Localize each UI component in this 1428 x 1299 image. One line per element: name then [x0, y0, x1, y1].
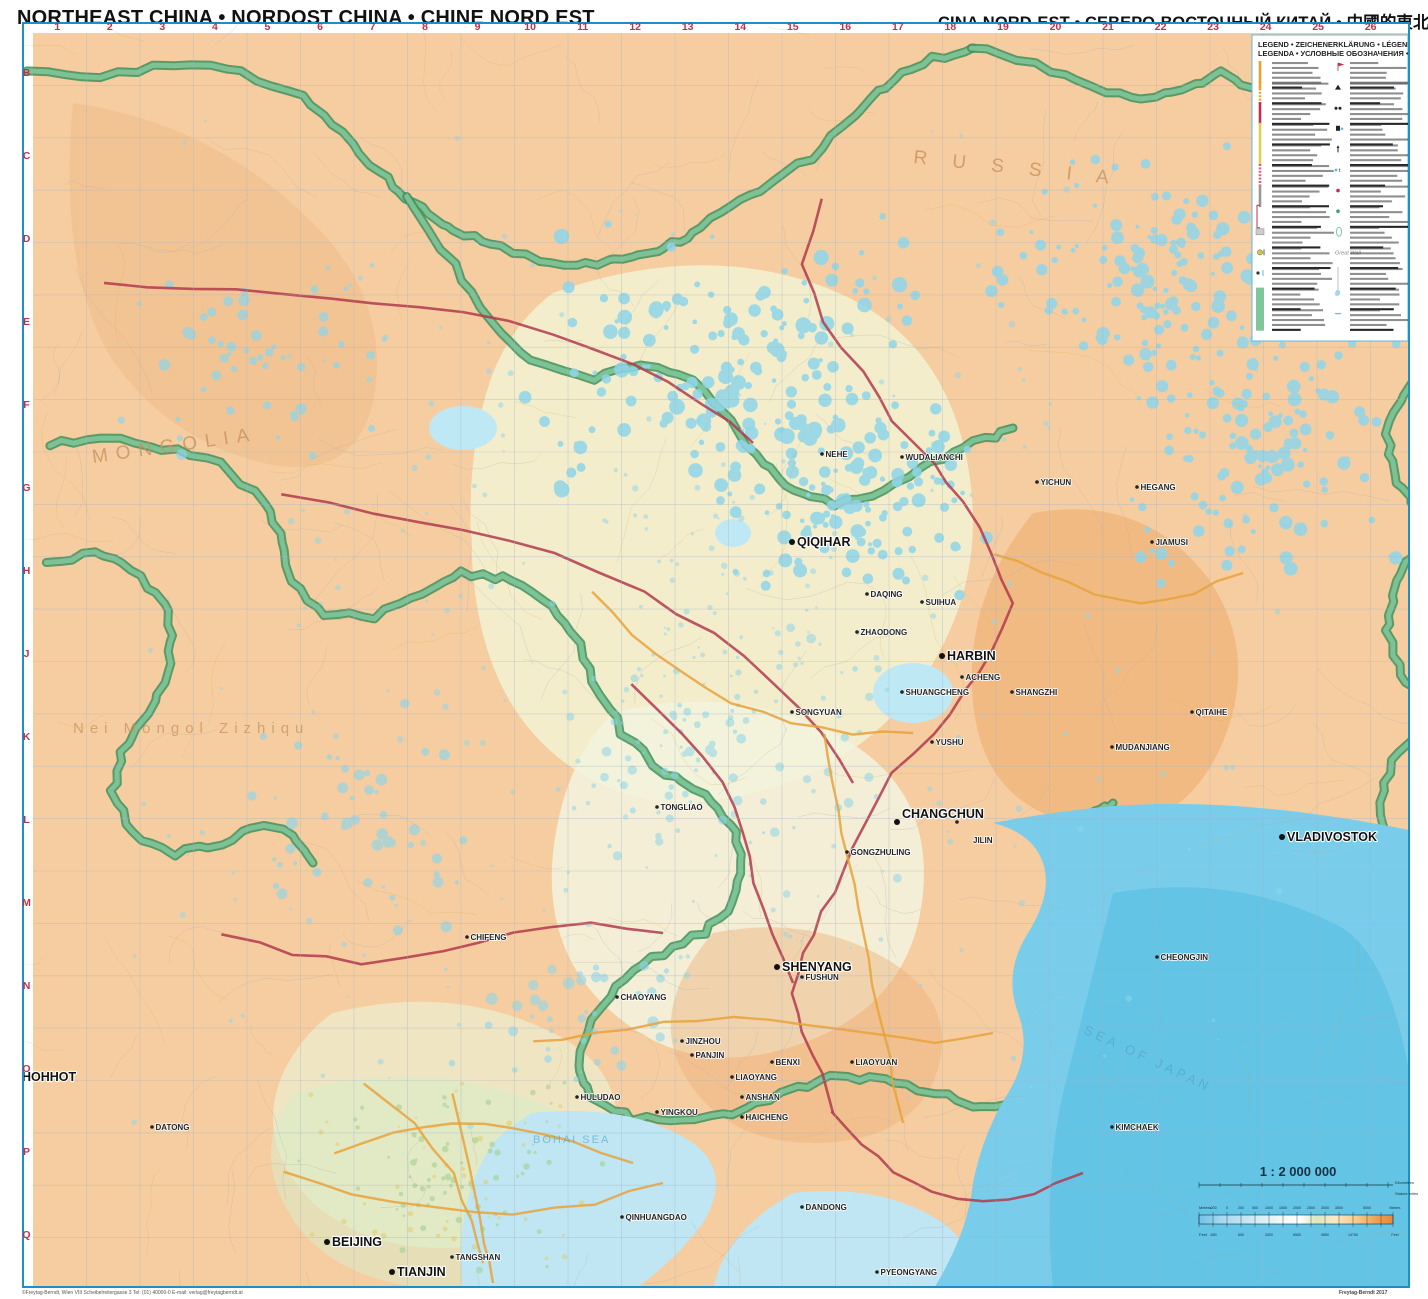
- svg-text:TONGLIAO: TONGLIAO: [661, 803, 703, 812]
- svg-text:DANDONG: DANDONG: [806, 1203, 847, 1212]
- svg-text:PYEONGYANG: PYEONGYANG: [881, 1268, 938, 1277]
- svg-text:GONGZHULING: GONGZHULING: [851, 848, 911, 857]
- svg-text:WUDALIANCHI: WUDALIANCHI: [906, 453, 963, 462]
- svg-text:CHAOYANG: CHAOYANG: [621, 993, 667, 1002]
- svg-text:FUSHUN: FUSHUN: [806, 973, 840, 982]
- svg-text:JILIN: JILIN: [973, 836, 993, 845]
- svg-text:SHENYANG: SHENYANG: [782, 960, 852, 974]
- svg-text:ZHAODONG: ZHAODONG: [861, 628, 908, 637]
- svg-text:TIANJIN: TIANJIN: [397, 1265, 446, 1279]
- svg-text:NEHE: NEHE: [826, 450, 849, 459]
- svg-text:HEGANG: HEGANG: [1141, 483, 1176, 492]
- svg-text:SUIHUA: SUIHUA: [926, 598, 957, 607]
- svg-text:VLADIVOSTOK: VLADIVOSTOK: [1287, 830, 1377, 844]
- svg-text:QITAIHE: QITAIHE: [1196, 708, 1229, 717]
- svg-text:BEIJING: BEIJING: [332, 1235, 382, 1249]
- svg-text:Nei Mongol Zizhiqu: Nei Mongol Zizhiqu: [73, 720, 309, 737]
- svg-text:MUDANJIANG: MUDANJIANG: [1116, 743, 1170, 752]
- svg-text:BENXI: BENXI: [776, 1058, 800, 1067]
- svg-text:SHUANGCHENG: SHUANGCHENG: [906, 688, 970, 697]
- svg-text:YICHUN: YICHUN: [1041, 478, 1072, 487]
- svg-text:SHANGZHI: SHANGZHI: [1016, 688, 1058, 697]
- svg-text:CHANGCHUN: CHANGCHUN: [902, 807, 984, 821]
- svg-text:LEGENDA • УСЛОВНЫЕ ОБОЗНАЧЕНИЯ: LEGENDA • УСЛОВНЫЕ ОБОЗНАЧЕНИЯ • 圖例: [1258, 49, 1408, 58]
- svg-text:CHEONGJIN: CHEONGJIN: [1161, 953, 1209, 962]
- svg-text:JINZHOU: JINZHOU: [686, 1037, 721, 1046]
- svg-text:YINGKOU: YINGKOU: [661, 1108, 699, 1117]
- svg-text:ANSHAN: ANSHAN: [746, 1093, 780, 1102]
- svg-text:TANGSHAN: TANGSHAN: [456, 1253, 501, 1262]
- svg-text:ACHENG: ACHENG: [966, 673, 1001, 682]
- svg-text:HULUDAO: HULUDAO: [581, 1093, 621, 1102]
- svg-text:CHIFENG: CHIFENG: [471, 933, 507, 942]
- svg-text:JIAMUSI: JIAMUSI: [1156, 538, 1188, 547]
- svg-text:SONGYUAN: SONGYUAN: [796, 708, 842, 717]
- svg-text:DATONG: DATONG: [156, 1123, 190, 1132]
- svg-text:BOHAI SEA: BOHAI SEA: [533, 1134, 610, 1146]
- svg-text:YUSHU: YUSHU: [936, 738, 964, 747]
- svg-text:QIQIHAR: QIQIHAR: [797, 535, 850, 549]
- svg-text:HARBIN: HARBIN: [947, 649, 996, 663]
- svg-text:PANJIN: PANJIN: [696, 1051, 725, 1060]
- svg-text:LIAOYANG: LIAOYANG: [736, 1073, 778, 1082]
- svg-text:LIAOYUAN: LIAOYUAN: [856, 1058, 898, 1067]
- svg-text:HAICHENG: HAICHENG: [746, 1113, 789, 1122]
- svg-text:QINHUANGDAO: QINHUANGDAO: [626, 1213, 687, 1222]
- svg-text:HOHHOT: HOHHOT: [24, 1070, 77, 1084]
- svg-text:KIMCHAEK: KIMCHAEK: [1116, 1123, 1159, 1132]
- svg-text:DAQING: DAQING: [871, 590, 903, 599]
- svg-text:LEGEND • ZEICHENERKLÄRUNG • LÉ: LEGEND • ZEICHENERKLÄRUNG • LÉGENDE: [1258, 40, 1408, 49]
